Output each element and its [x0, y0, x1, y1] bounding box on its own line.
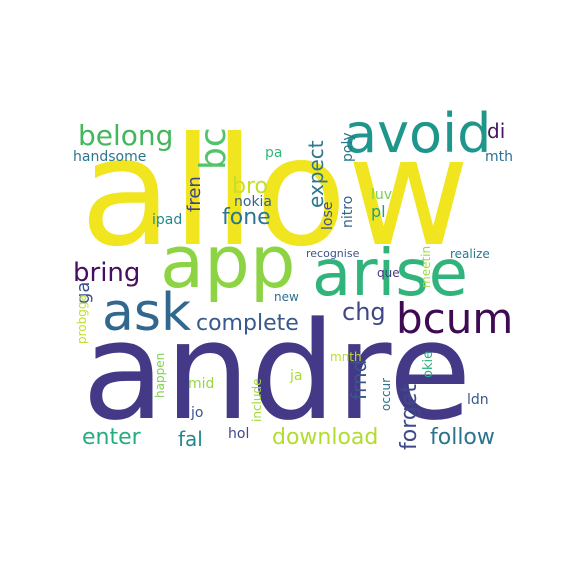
- word-bro: bro: [232, 174, 268, 199]
- word-frnd: frnd: [347, 360, 371, 400]
- word-mnth: mnth: [330, 350, 362, 364]
- word-happen: happen: [153, 353, 167, 398]
- word-bcum: bcum: [396, 294, 513, 343]
- word-pl: pl: [371, 202, 386, 221]
- word-ja: ja: [289, 368, 302, 384]
- word-mth: mth: [485, 149, 513, 165]
- word-enter: enter: [82, 425, 142, 450]
- word-recognise: recognise: [306, 247, 360, 260]
- word-fren: fren: [184, 176, 205, 212]
- word-app: app: [160, 220, 296, 304]
- word-poly: poly: [340, 132, 356, 162]
- word-realize: realize: [450, 247, 490, 261]
- word-bc: bc: [193, 127, 234, 170]
- word-luv: luv: [371, 187, 392, 203]
- word-belong: belong: [78, 119, 173, 152]
- word-handsome: handsome: [73, 149, 146, 165]
- word-jo: jo: [190, 405, 203, 421]
- words-group: allow andre app arise avoid ask bcum bel…: [73, 102, 513, 451]
- word-okie: okie: [421, 351, 436, 378]
- word-bring: bring: [73, 258, 140, 288]
- word-lose: lose: [320, 202, 336, 230]
- word-allow: allow: [80, 106, 470, 280]
- word-complete: complete: [196, 311, 299, 336]
- word-nitro: nitro: [340, 196, 356, 228]
- word-ldn: ldn: [467, 392, 489, 408]
- word-probgga: probgga: [75, 294, 89, 344]
- word-andre: andre: [82, 293, 472, 450]
- word-chg: chg: [342, 298, 386, 326]
- word-ask: ask: [102, 283, 191, 343]
- word-include: include: [250, 379, 264, 422]
- word-hol: hol: [228, 426, 249, 442]
- word-follow: follow: [430, 425, 495, 450]
- word-que: que: [377, 266, 400, 280]
- word-expect: expect: [304, 140, 328, 208]
- word-download: download: [272, 425, 378, 450]
- word-ipad: ipad: [152, 212, 182, 228]
- word-ga: ga: [73, 282, 94, 304]
- word-forget: forget: [397, 384, 422, 450]
- word-fone: fone: [222, 205, 271, 230]
- word-mid: mid: [188, 376, 214, 392]
- word-fal: fal: [178, 427, 203, 451]
- word-di: di: [487, 119, 505, 143]
- word-new: new: [274, 290, 299, 304]
- word-arise: arise: [312, 237, 468, 311]
- word-pa: pa: [265, 145, 282, 161]
- word-occur: occur: [379, 378, 393, 411]
- word-nokia: nokia: [234, 194, 272, 210]
- word-avoid: avoid: [344, 102, 491, 165]
- word-meetin: meetin: [419, 246, 433, 288]
